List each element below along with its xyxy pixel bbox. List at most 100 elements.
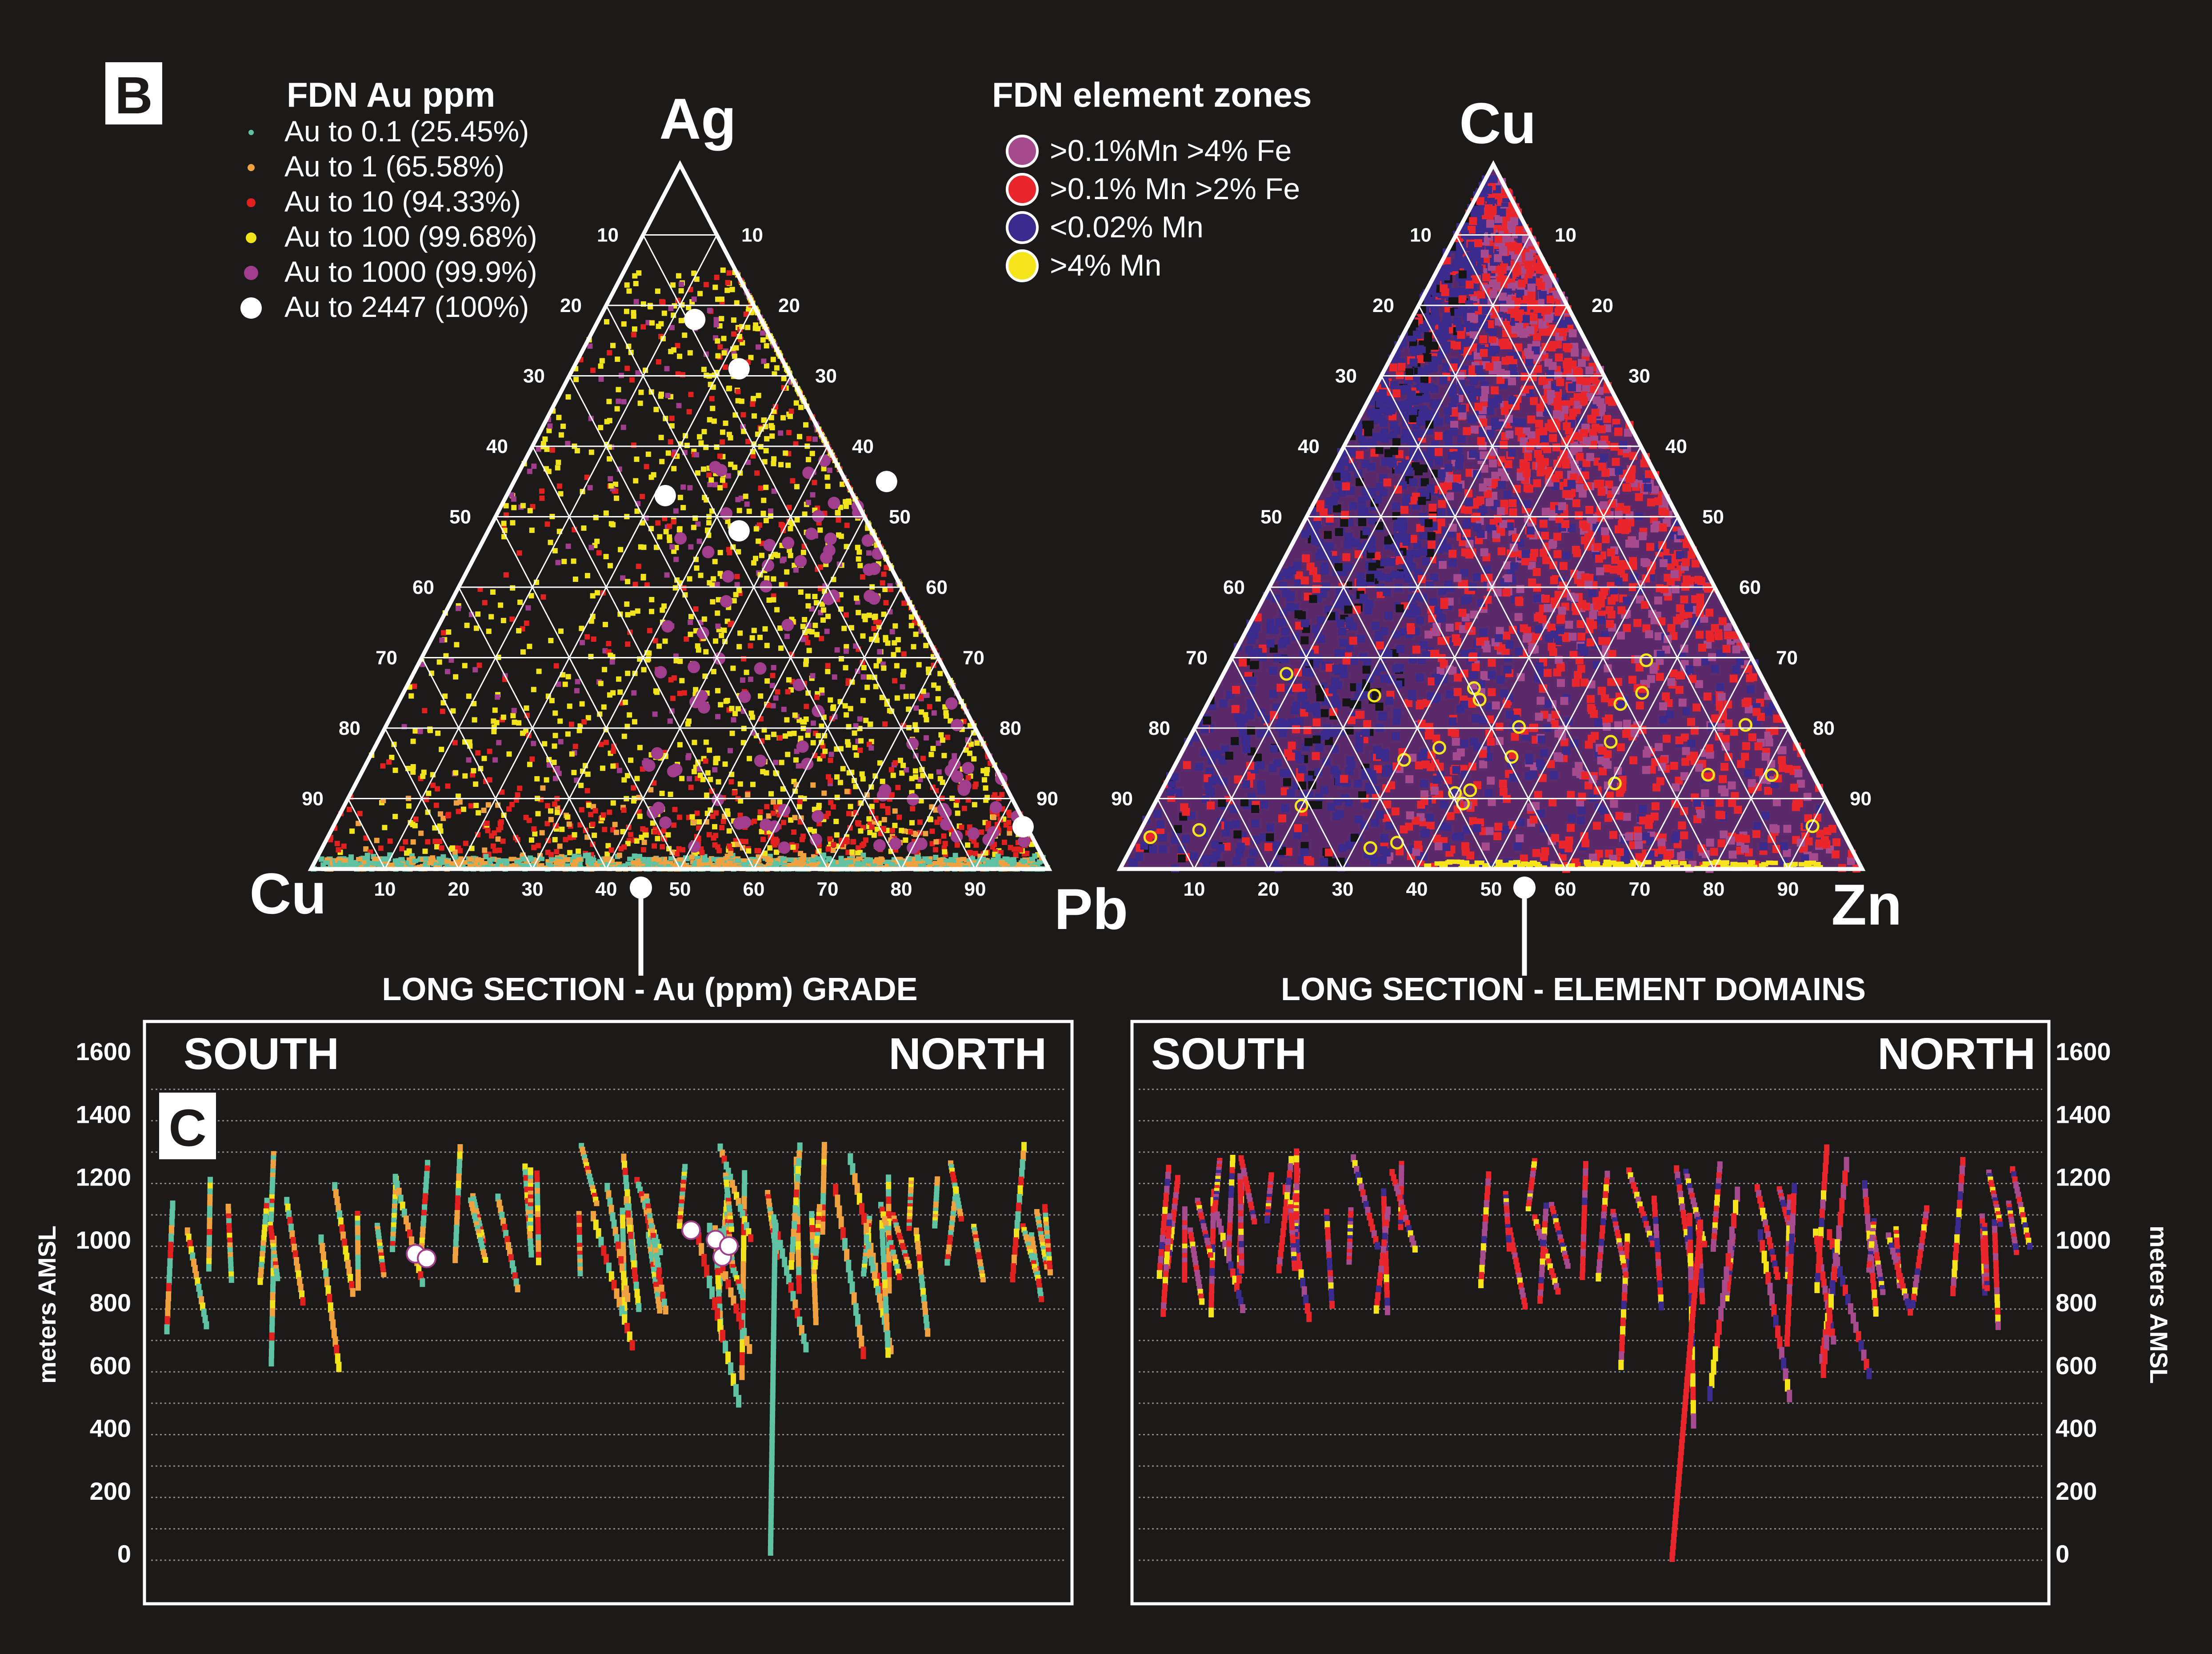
ternary-point	[674, 532, 687, 545]
ternary-point	[740, 677, 745, 683]
ternary-point	[772, 842, 778, 848]
ternary-point	[532, 831, 538, 837]
ternary-point	[1500, 788, 1508, 796]
ternary-point	[763, 448, 769, 453]
ternary-point	[725, 280, 731, 285]
ternary-point	[1007, 830, 1012, 836]
ternary-point	[940, 737, 945, 743]
ternary-point	[757, 809, 763, 815]
ternary-point	[796, 740, 809, 753]
ternary-point	[868, 562, 881, 575]
ternary-point	[569, 721, 575, 727]
ternary-point	[901, 669, 907, 674]
ternary-point	[618, 547, 624, 553]
ternary-point	[805, 457, 811, 462]
ternary-point	[446, 629, 452, 635]
ternary-point	[548, 638, 554, 644]
ternary-point	[744, 669, 749, 675]
ternary-tick-left: 30	[523, 365, 545, 387]
ternary-point	[945, 734, 951, 740]
ternary-point	[881, 817, 887, 822]
ternary-point	[750, 781, 756, 787]
ternary-point	[791, 829, 797, 835]
ternary-point	[667, 537, 672, 543]
ternary-point	[836, 517, 841, 523]
ternary-point	[558, 432, 564, 438]
ternary-point	[1446, 690, 1454, 698]
ternary-point	[456, 809, 461, 814]
ternary-point	[903, 837, 908, 843]
ternary-point	[621, 807, 627, 813]
ternary-point	[528, 837, 534, 843]
ternary-point	[753, 526, 759, 532]
ternary-point	[455, 605, 461, 611]
legend-au-label: Au to 10 (94.33%)	[284, 185, 521, 218]
ternary-point	[723, 421, 728, 426]
ternary-point	[949, 858, 956, 863]
legend-zone-marker	[1006, 249, 1039, 282]
ternary-point	[410, 839, 416, 845]
ternary-point	[410, 769, 416, 775]
ternary-point	[781, 376, 787, 381]
ternary-point	[678, 288, 684, 294]
ternary-point	[760, 818, 772, 831]
ternary-point	[717, 453, 723, 459]
ternary-point	[974, 740, 980, 746]
ternary-point	[764, 436, 770, 442]
ternary-point	[960, 857, 967, 861]
ternary-point	[932, 861, 939, 865]
ternary-tick-bottom: 80	[891, 878, 912, 900]
ternary-point	[500, 714, 506, 720]
ternary-point	[840, 766, 846, 772]
ternary-point	[421, 769, 427, 775]
ternary-point	[985, 821, 991, 826]
ternary-point	[1695, 630, 1704, 639]
ternary-point	[598, 363, 604, 369]
ternary-point	[728, 851, 733, 857]
ternary-point	[531, 463, 537, 469]
ternary-point	[859, 771, 865, 777]
ternary-point	[1572, 499, 1580, 508]
ternary-point	[687, 576, 692, 582]
ternary-tick-bottom: 50	[669, 878, 691, 900]
ternary-point	[539, 495, 545, 501]
ternary-point	[796, 434, 802, 440]
ternary-point	[552, 743, 557, 749]
ternary-point	[591, 636, 596, 642]
ternary-point	[552, 801, 558, 807]
ternary-point	[631, 332, 637, 338]
ternary-point	[734, 582, 740, 588]
ternary-point	[880, 803, 885, 809]
ternary-point	[794, 555, 807, 568]
ternary-point	[1434, 432, 1443, 440]
ternary-point	[613, 829, 619, 835]
ternary-point	[972, 802, 977, 808]
ternary-point	[1010, 857, 1016, 862]
ternary-point	[679, 776, 685, 781]
ternary-point	[731, 331, 737, 337]
ternary-point	[750, 401, 756, 407]
ternary-point	[725, 518, 731, 524]
ternary-point	[882, 721, 888, 727]
ternary-point	[913, 774, 919, 780]
ternary-point	[549, 447, 555, 453]
ternary-point	[736, 644, 742, 649]
ternary-point	[879, 784, 892, 797]
ternary-point	[372, 857, 378, 861]
ternary-point	[759, 553, 765, 558]
legend-au-label: Au to 100 (99.68%)	[284, 220, 537, 253]
ternary-point	[339, 862, 345, 867]
ternary-point	[726, 432, 732, 437]
ternary-point	[1496, 676, 1505, 684]
ternary-point	[673, 557, 679, 562]
ternary-point	[649, 609, 655, 614]
ternary-point	[786, 677, 792, 683]
ternary-point	[728, 779, 734, 785]
ternary-point	[940, 818, 952, 831]
ternary-point	[863, 837, 869, 843]
legend-zones: FDN element zones >0.1%Mn >4% Fe>0.1% Mn…	[992, 75, 1312, 282]
ternary-point	[763, 485, 769, 490]
ternary-point	[581, 719, 587, 725]
ternary-point	[819, 687, 825, 693]
ternary-point	[685, 755, 691, 761]
